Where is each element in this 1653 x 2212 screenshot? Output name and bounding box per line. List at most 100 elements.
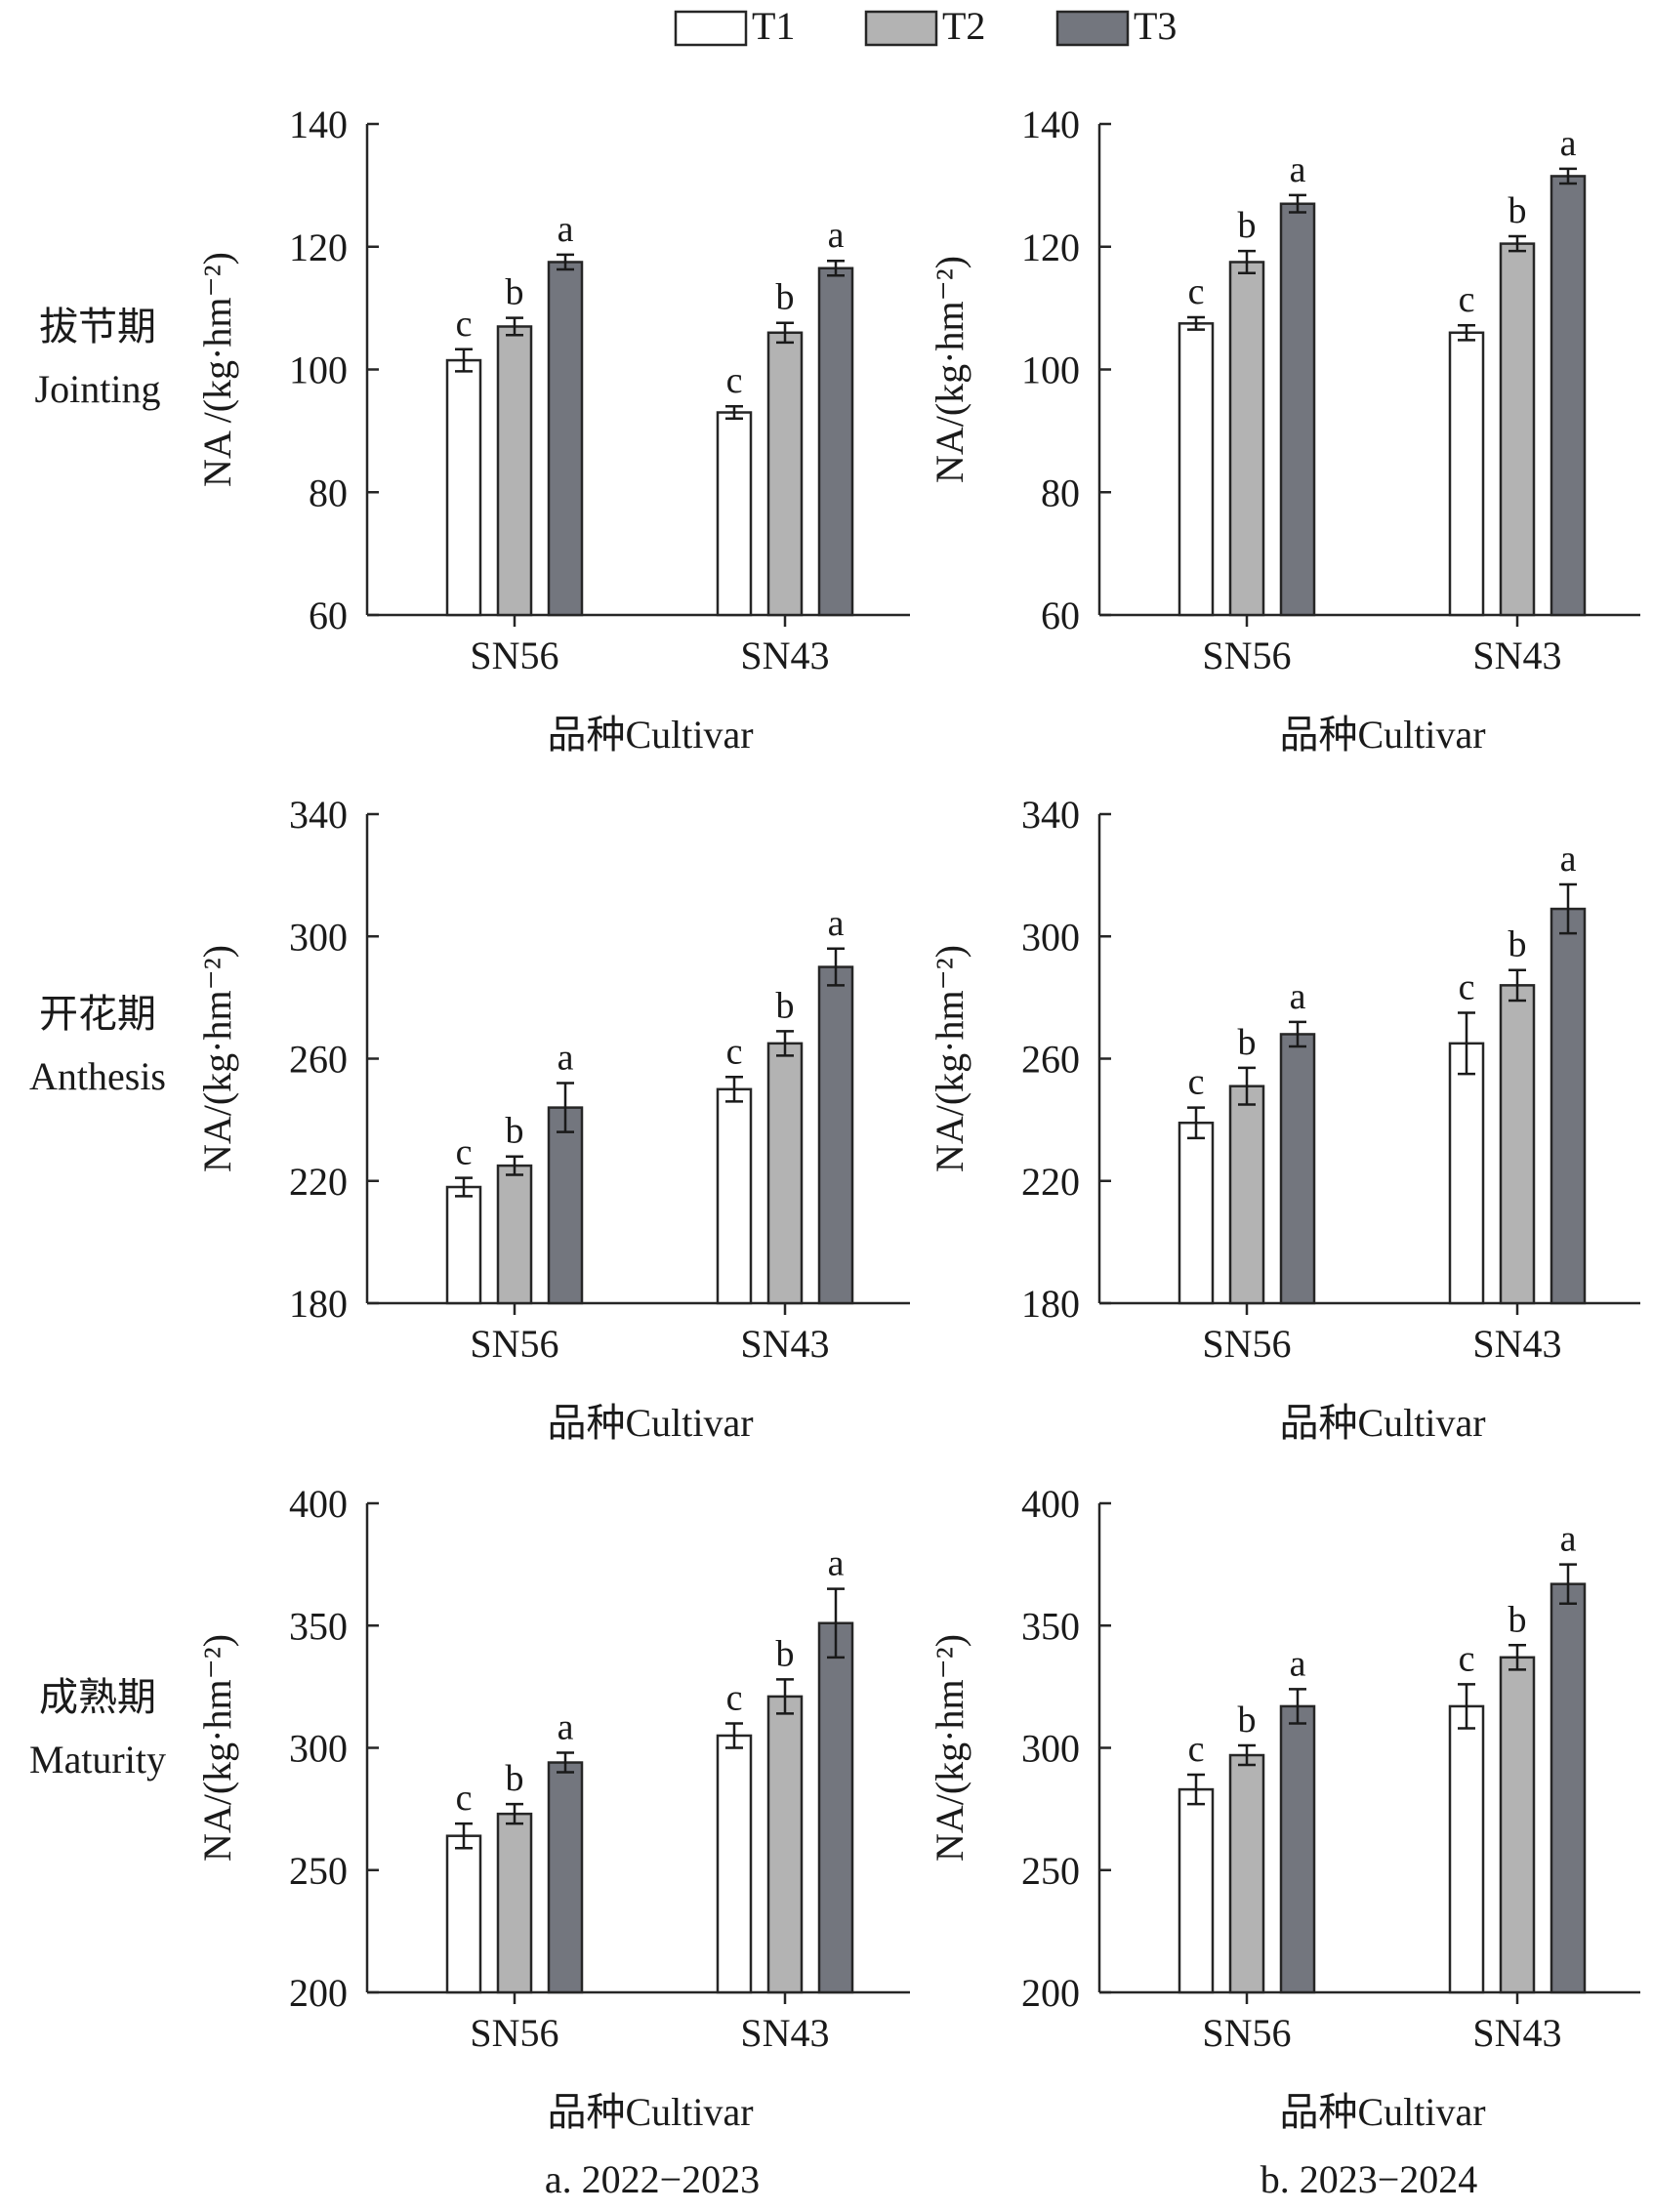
row-label-zh: 成熟期 <box>39 1675 156 1719</box>
significance-letter: c <box>726 1677 743 1718</box>
significance-letter: a <box>558 1707 574 1748</box>
panel-1-1: 180220260300340NA/(kg·hm⁻²)SN56cbaSN43cb… <box>928 793 1640 1445</box>
y-tick-label: 250 <box>1021 1849 1080 1893</box>
significance-letter: c <box>456 1778 473 1819</box>
y-tick-label: 140 <box>289 102 348 146</box>
y-tick-label: 300 <box>1021 915 1080 959</box>
legend-swatch <box>674 10 748 47</box>
y-tick-label: 350 <box>289 1604 348 1648</box>
row-label-anthesis: 开花期 Anthesis <box>29 992 166 1098</box>
bar-t3-sn43 <box>1550 1582 1587 1994</box>
x-axis-label: 品种Cultivar <box>547 713 753 757</box>
bar-t2-sn56 <box>1228 1753 1265 1994</box>
panel-2-1: 200250300350400NA/(kg·hm⁻²)SN56cbaSN43cb… <box>928 1482 1640 2134</box>
significance-letter: b <box>1508 1599 1527 1640</box>
significance-letter: c <box>1459 967 1475 1008</box>
significance-letter: b <box>1238 1022 1257 1063</box>
bar-t3-sn56 <box>1279 202 1316 617</box>
bar-t2-sn43 <box>1499 984 1536 1305</box>
y-axis-label: NA/(kg·hm⁻²) <box>195 945 239 1172</box>
significance-letter: b <box>1238 1700 1257 1741</box>
y-tick-label: 340 <box>1021 793 1080 837</box>
y-tick-label: 180 <box>1021 1282 1080 1326</box>
significance-letter: c <box>1188 1062 1205 1103</box>
bar-t3-sn43 <box>817 266 854 617</box>
row-label-en: Maturity <box>29 1738 166 1782</box>
legend-label: T3 <box>1134 4 1177 48</box>
category-label-sn56: SN56 <box>470 2011 558 2055</box>
legend: T1 T2 T3 <box>674 4 1177 48</box>
significance-letter: a <box>558 1038 574 1079</box>
significance-letter: a <box>1560 839 1577 880</box>
bar-t3-sn56 <box>547 1761 584 1994</box>
legend-item-t1: T1 <box>674 4 795 48</box>
x-axis-label: 品种Cultivar <box>547 2090 753 2134</box>
y-axis-label: NA/(kg·hm⁻²) <box>928 945 971 1172</box>
y-tick-label: 80 <box>309 471 348 514</box>
legend-swatch <box>1055 10 1130 47</box>
row-label-maturity: 成熟期 Maturity <box>29 1675 166 1782</box>
y-tick-label: 120 <box>289 225 348 269</box>
category-label-sn43: SN43 <box>740 2011 829 2055</box>
significance-letter: a <box>828 215 845 256</box>
x-axis-label: 品种Cultivar <box>1279 713 1485 757</box>
bar-t1-sn56 <box>445 358 482 617</box>
y-tick-label: 250 <box>289 1849 348 1893</box>
significance-letter: a <box>1560 123 1577 164</box>
significance-letter: a <box>1560 1519 1577 1560</box>
bar-t1-sn56 <box>1178 322 1215 617</box>
bar-t1-sn56 <box>1178 1787 1215 1994</box>
y-tick-label: 100 <box>289 348 348 392</box>
y-tick-label: 60 <box>1041 594 1080 637</box>
bar-t3-sn56 <box>1279 1704 1316 1994</box>
significance-letter: b <box>1238 205 1257 246</box>
significance-letter: a <box>828 1543 845 1584</box>
significance-letter: b <box>776 985 795 1026</box>
significance-letter: b <box>776 277 795 318</box>
y-tick-label: 400 <box>1021 1482 1080 1526</box>
significance-letter: c <box>1459 1638 1475 1679</box>
y-tick-label: 180 <box>289 1282 348 1326</box>
legend-item-t3: T3 <box>1055 4 1177 48</box>
y-tick-label: 140 <box>1021 102 1080 146</box>
significance-letter: b <box>506 1758 524 1799</box>
category-label-sn56: SN56 <box>470 1322 558 1366</box>
x-axis-label: 品种Cultivar <box>1279 1401 1485 1445</box>
category-label-sn56: SN56 <box>1202 634 1291 677</box>
significance-letter: a <box>1290 1643 1306 1684</box>
bar-t1-sn43 <box>716 411 753 617</box>
panel-0-1: 6080100120140NA/(kg·hm⁻²)SN56cbaSN43cba品… <box>928 102 1640 757</box>
row-label-jointing: 拔节期 Jointing <box>35 305 161 411</box>
legend-label: T2 <box>942 4 985 48</box>
y-tick-label: 220 <box>289 1160 348 1204</box>
bar-t3-sn43 <box>1550 907 1587 1305</box>
y-tick-label: 120 <box>1021 225 1080 269</box>
panel-1-0: 180220260300340NA/(kg·hm⁻²)SN56cbaSN43cb… <box>195 793 910 1445</box>
significance-letter: c <box>726 1031 743 1072</box>
category-label-sn56: SN56 <box>470 634 558 677</box>
y-axis-label: NA /(kg·hm⁻²) <box>195 252 239 487</box>
y-axis-label: NA/(kg·hm⁻²) <box>928 256 971 483</box>
significance-letter: c <box>456 1132 473 1173</box>
significance-letter: b <box>1508 190 1527 231</box>
y-axis-label: NA/(kg·hm⁻²) <box>195 1634 239 1862</box>
category-label-sn56: SN56 <box>1202 1322 1291 1366</box>
caption-a: a. 2022−2023 <box>545 2157 760 2201</box>
significance-letter: a <box>1290 976 1306 1017</box>
y-tick-label: 350 <box>1021 1604 1080 1648</box>
row-label-en: Jointing <box>35 367 161 411</box>
bar-t1-sn56 <box>445 1185 482 1305</box>
bar-t2-sn56 <box>1228 261 1265 617</box>
bar-t2-sn43 <box>1499 1656 1536 1994</box>
x-axis-label: 品种Cultivar <box>547 1401 753 1445</box>
bar-t1-sn43 <box>1448 1704 1485 1994</box>
significance-letter: c <box>726 360 743 401</box>
significance-letter: a <box>828 903 845 944</box>
bar-t2-sn43 <box>766 1042 804 1305</box>
row-label-zh: 开花期 <box>39 992 156 1036</box>
y-tick-label: 100 <box>1021 348 1080 392</box>
